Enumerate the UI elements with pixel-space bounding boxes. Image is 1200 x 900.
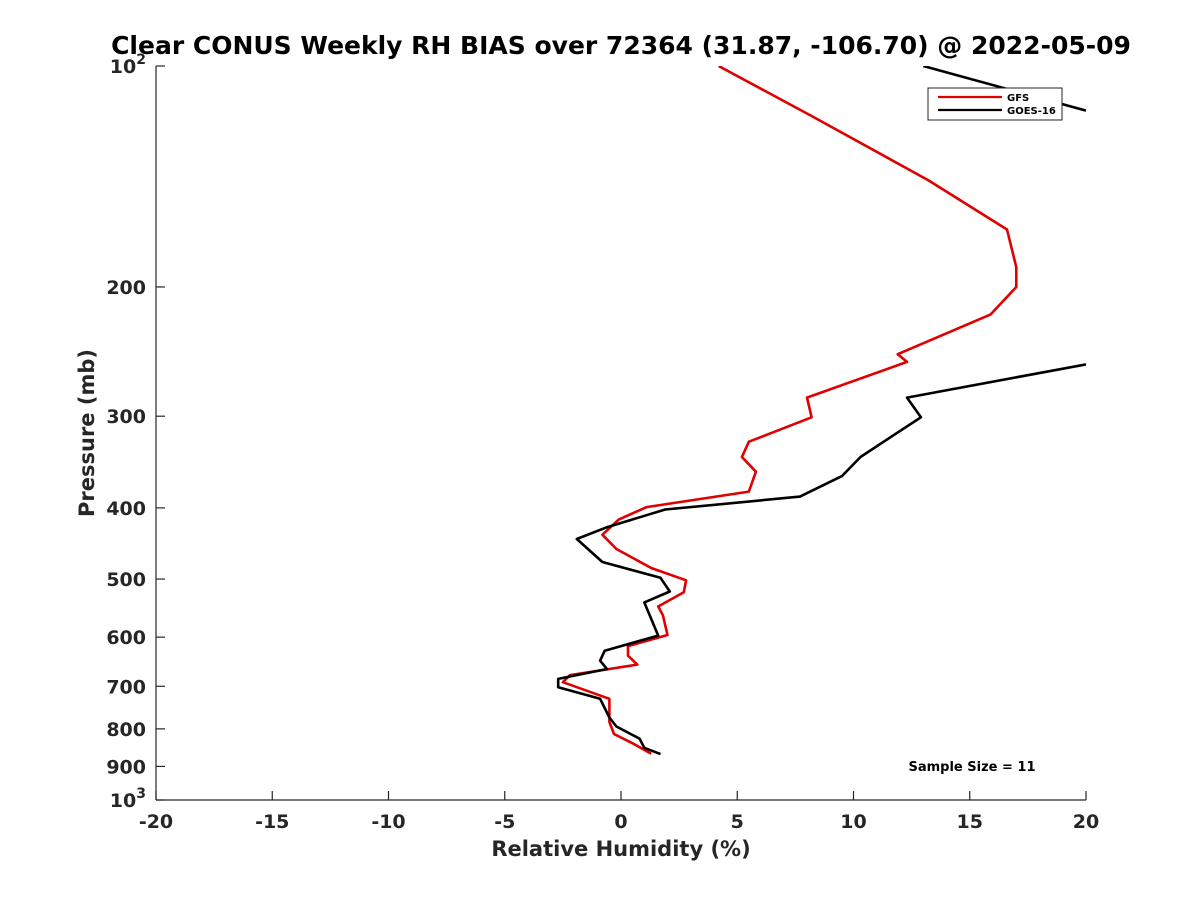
y-ticks: 102 200 300 400 500 600 700 800 900 103 [106,52,165,812]
legend-label-goes16: GOES-16 [1007,106,1056,117]
x-tick-label: 10 [840,811,866,833]
y-tick-label: 700 [106,676,146,698]
x-tick-label: 0 [614,811,627,833]
x-tick-label: -20 [139,811,173,833]
y-tick-label: 300 [106,406,146,428]
legend: GFS GOES-16 [927,87,1063,121]
y-tick-label: 200 [106,277,146,299]
x-tick-label: 20 [1073,811,1099,833]
y-tick-label: 500 [106,569,146,591]
x-tick-label: -15 [255,811,289,833]
x-tick-label: -5 [494,811,515,833]
x-axis-label: Relative Humidity (%) [491,837,750,861]
y-tick-label: 103 [110,786,146,812]
y-tick-label: 102 [110,52,146,78]
sample-size-annotation: Sample Size = 11 [908,760,1035,775]
y-tick-label: 800 [106,719,146,741]
y-tick-label: 400 [106,498,146,520]
x-tick-label: -10 [371,811,405,833]
chart-title: Clear CONUS Weekly RH BIAS over 72364 (3… [111,31,1131,60]
y-axis-label: Pressure (mb) [75,349,99,517]
legend-box [927,87,1063,121]
x-tick-label: 5 [731,811,744,833]
legend-label-gfs: GFS [1007,93,1029,104]
y-tick-label: 600 [106,627,146,649]
series-line-goes16 [556,363,1086,756]
plot-area: -20 -15 -10 -5 0 5 10 15 20 102 200 300 400 500 600 70… [106,52,1099,833]
x-ticks: -20 -15 -10 -5 0 5 10 15 20 [139,791,1099,833]
x-tick-label: 15 [957,811,983,833]
y-tick-label: 900 [106,756,146,778]
